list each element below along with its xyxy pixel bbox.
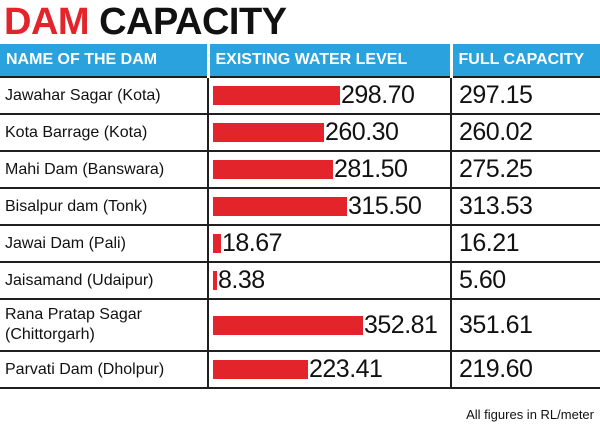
- existing-level-value: 315.50: [348, 192, 422, 220]
- table-body: Jawahar Sagar (Kota) 298.70 297.15 Kota Bar…: [0, 76, 600, 389]
- dam-name-label: Rana Pratap Sagar: [5, 306, 142, 323]
- table-row: Jawai Dam (Pali) 18.67 16.21: [0, 224, 600, 262]
- table-row: Parvati Dam (Dholpur) 223.41 219.60: [0, 350, 600, 389]
- dam-name-cell: Jaisamand (Udaipur): [0, 261, 208, 299]
- dam-name-cell: Jawai Dam (Pali): [0, 224, 208, 262]
- full-capacity-value: 5.60: [450, 261, 600, 299]
- table-row: Mahi Dam (Banswara) 281.50 275.25: [0, 150, 600, 188]
- dam-name-cell: Parvati Dam (Dholpur): [0, 350, 208, 389]
- existing-level-bar: [213, 197, 347, 216]
- existing-level-cell: 223.41: [207, 350, 451, 389]
- full-capacity-value: 260.02: [450, 113, 600, 151]
- existing-level-bar: [213, 360, 308, 379]
- dam-name-cell: Jawahar Sagar (Kota): [0, 76, 208, 114]
- dam-name-label: (Chittorgarh): [5, 326, 95, 343]
- header-full-capacity: FULL CAPACITY: [449, 44, 600, 77]
- existing-level-cell: 260.30: [207, 113, 451, 151]
- dam-name-label: Mahi Dam (Banswara): [5, 160, 165, 178]
- full-capacity-value: 275.25: [450, 150, 600, 188]
- existing-level-cell: 298.70: [207, 76, 451, 114]
- dam-name-label: Jawai Dam (Pali): [5, 234, 126, 252]
- table-row: Jaisamand (Udaipur) 8.38 5.60: [0, 261, 600, 299]
- existing-level-value: 223.41: [309, 355, 383, 383]
- existing-level-value: 8.38: [218, 266, 265, 294]
- existing-level-bar: [213, 234, 221, 253]
- dam-name-cell: Kota Barrage (Kota): [0, 113, 208, 151]
- dam-name-cell: Rana Pratap Sagar (Chittorgarh): [0, 298, 208, 351]
- existing-level-bar: [213, 86, 340, 105]
- dam-name-label: Bisalpur dam (Tonk): [5, 197, 148, 215]
- full-capacity-value: 351.61: [450, 298, 600, 351]
- existing-level-bar: [213, 315, 363, 335]
- existing-level-cell: 8.38: [207, 261, 451, 299]
- existing-level-bar: [213, 271, 217, 290]
- dam-name-cell: Bisalpur dam (Tonk): [0, 187, 208, 225]
- dam-name-label: Kota Barrage (Kota): [5, 123, 148, 141]
- existing-level-value: 281.50: [334, 155, 408, 183]
- full-capacity-value: 219.60: [450, 350, 600, 389]
- existing-level-cell: 352.81: [207, 298, 451, 351]
- chart-title-accent: DAM: [4, 1, 90, 43]
- full-capacity-value: 313.53: [450, 187, 600, 225]
- table-row: Jawahar Sagar (Kota) 298.70 297.15: [0, 76, 600, 114]
- chart-title-rest: CAPACITY: [89, 1, 287, 43]
- header-row: NAME OF THE DAM EXISTING WATER LEVEL FUL…: [0, 44, 600, 77]
- table-row: Kota Barrage (Kota) 260.30 260.02: [0, 113, 600, 151]
- full-capacity-value: 297.15: [450, 76, 600, 114]
- dam-name-label: Jawahar Sagar (Kota): [5, 86, 161, 104]
- full-capacity-value: 16.21: [450, 224, 600, 262]
- header-dam-name: NAME OF THE DAM: [0, 44, 208, 77]
- existing-level-value: 18.67: [222, 229, 283, 257]
- existing-level-cell: 18.67: [207, 224, 451, 262]
- existing-level-value: 352.81: [364, 310, 438, 339]
- header-existing-level: EXISTING WATER LEVEL: [206, 44, 451, 77]
- table-row: Rana Pratap Sagar (Chittorgarh) 352.81 351.…: [0, 298, 600, 351]
- chart-title: DAM CAPACITY: [4, 2, 287, 42]
- existing-level-cell: 281.50: [207, 150, 451, 188]
- dam-name-label: Jaisamand (Udaipur): [5, 271, 154, 289]
- footnote: All figures in RL/meter: [466, 407, 594, 422]
- existing-level-bar: [213, 160, 333, 179]
- existing-level-cell: 315.50: [207, 187, 451, 225]
- existing-level-value: 298.70: [341, 81, 415, 109]
- existing-level-value: 260.30: [325, 118, 399, 146]
- dam-name-label: Parvati Dam (Dholpur): [5, 360, 165, 378]
- dam-capacity-table: NAME OF THE DAM EXISTING WATER LEVEL FUL…: [0, 44, 600, 389]
- existing-level-bar: [213, 123, 324, 142]
- table-row: Bisalpur dam (Tonk) 315.50 313.53: [0, 187, 600, 225]
- dam-name-cell: Mahi Dam (Banswara): [0, 150, 208, 188]
